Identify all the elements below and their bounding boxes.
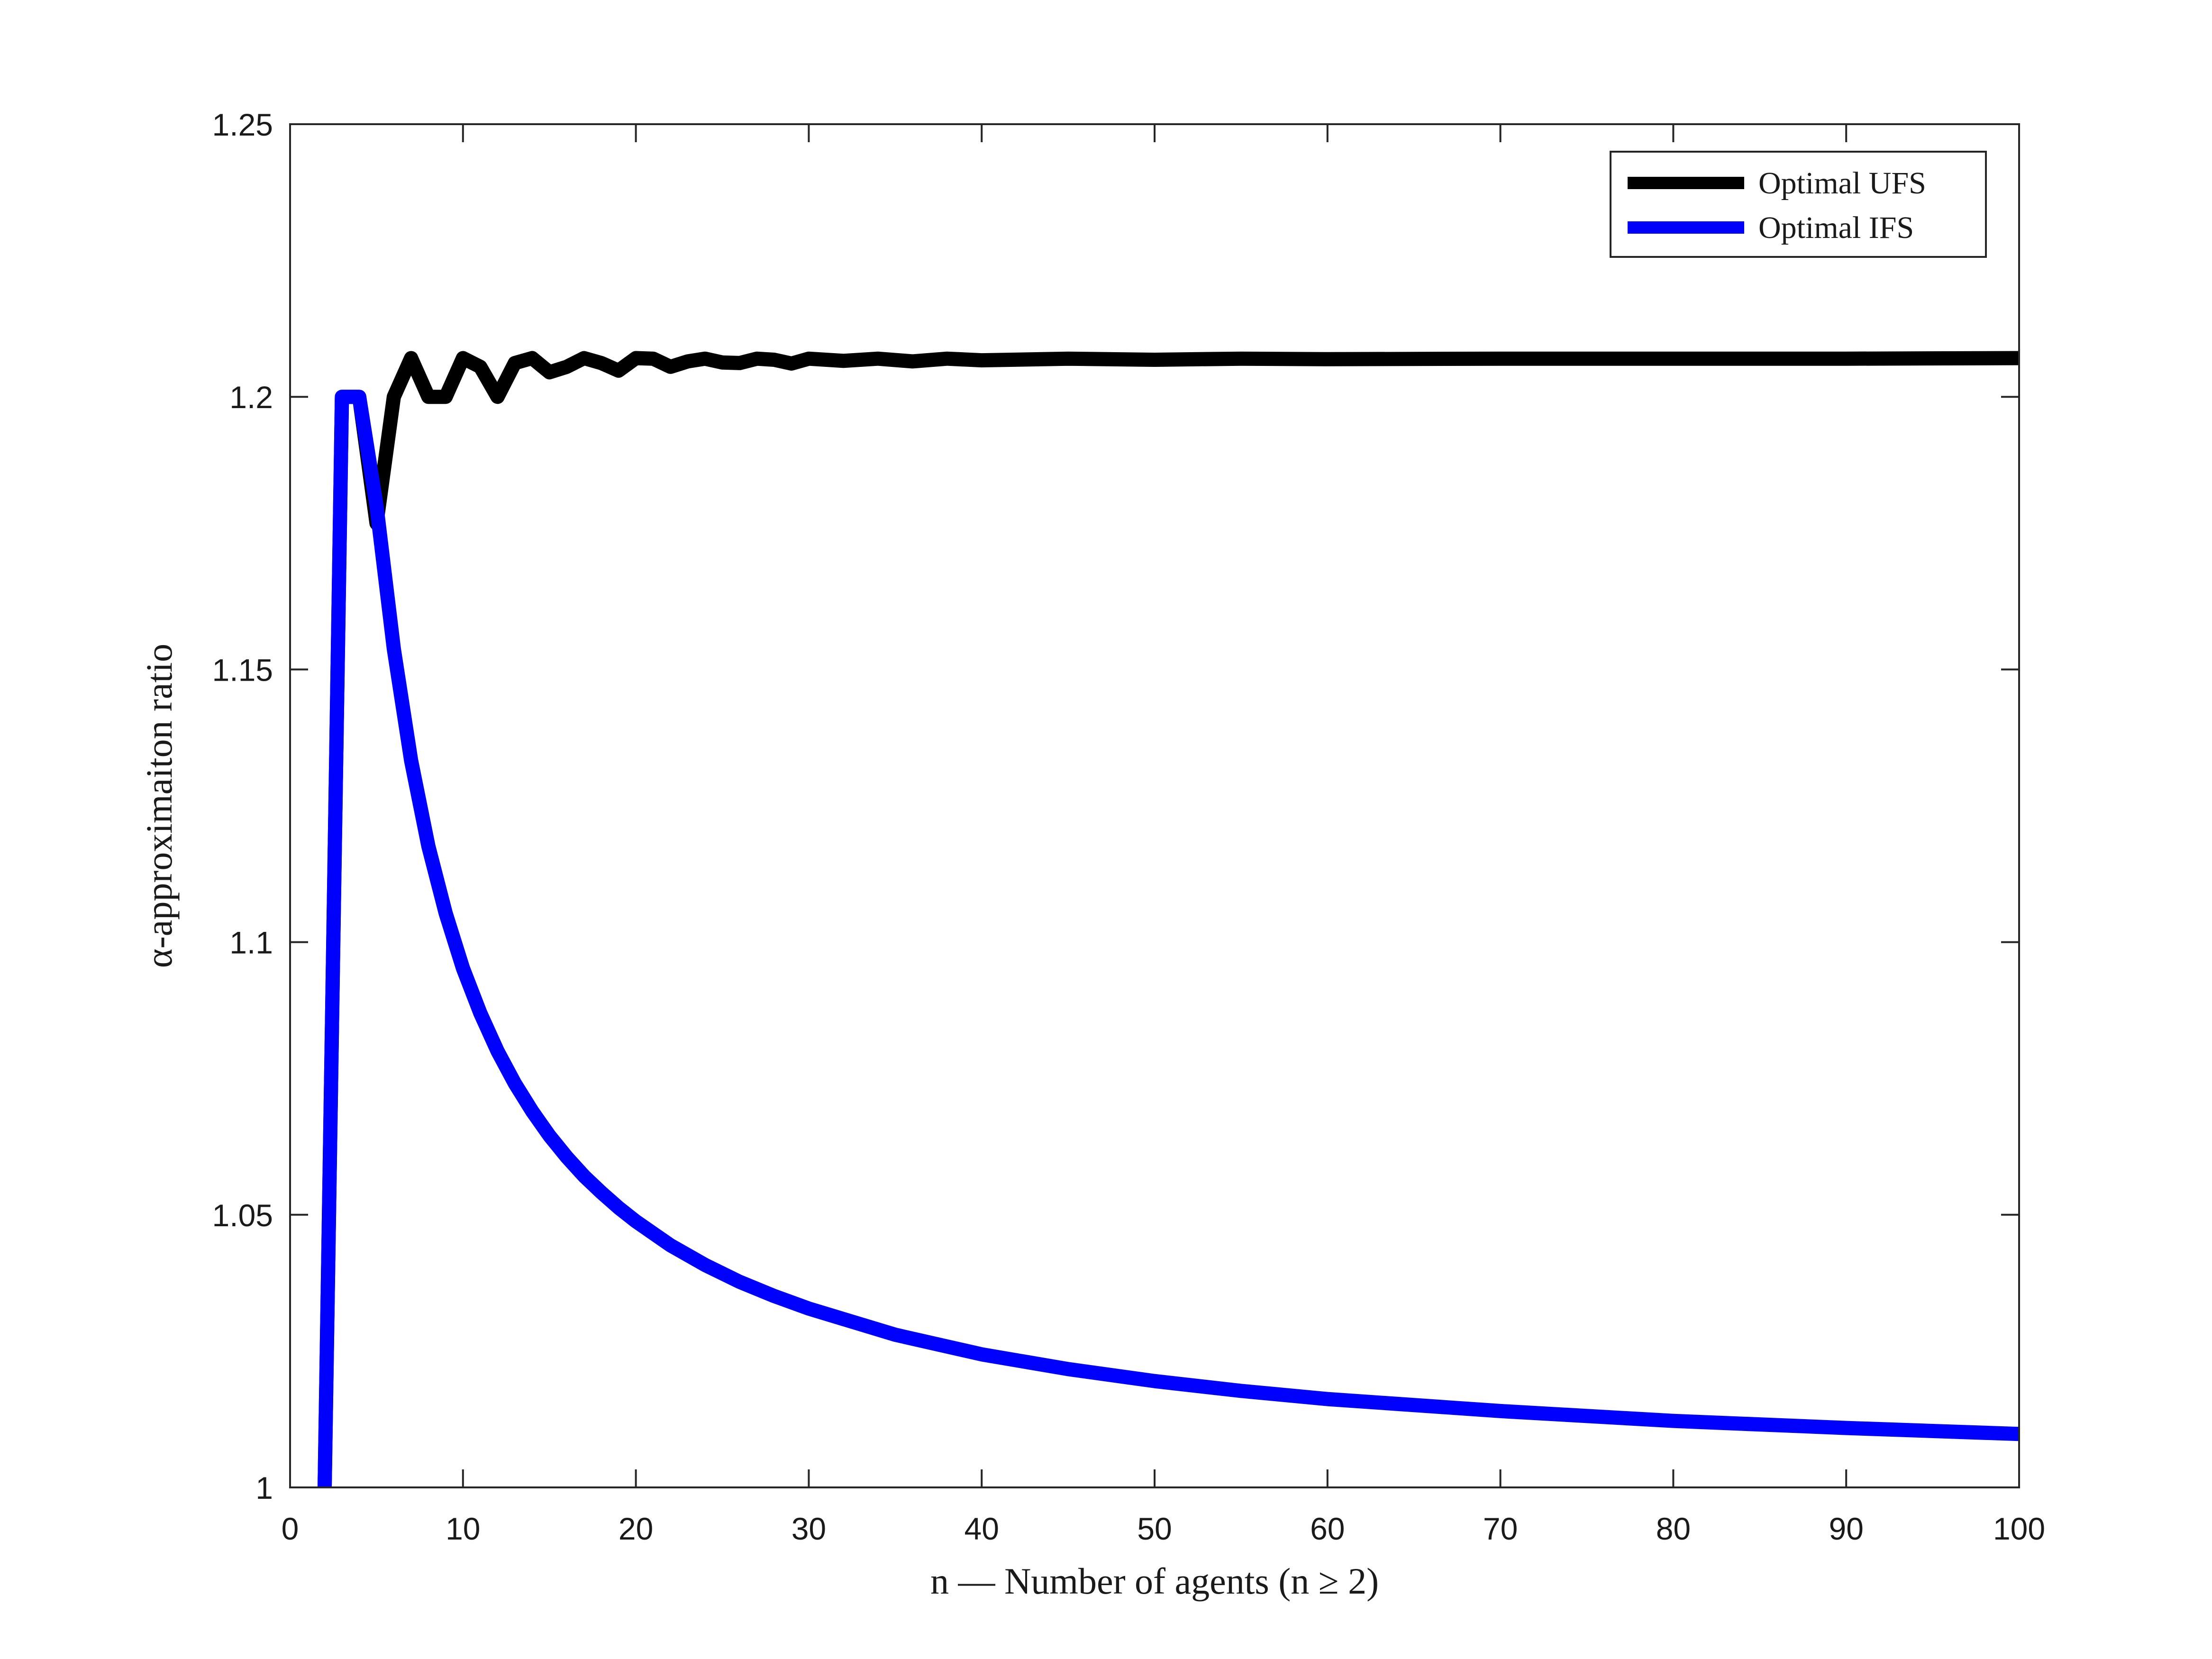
x-axis-label: n — Number of agents (n ≥ 2)	[930, 1560, 1379, 1602]
ticks-layer: 0 10 20 30 40 50 60 70 80 90 100 1 1.05 1.1 1.15 1.2 1.2…	[212, 107, 2046, 1546]
y-tick-label-1.1: 1.1	[229, 925, 273, 960]
y-tick-label-1: 1	[255, 1470, 273, 1505]
x-tick-label-80: 80	[1656, 1511, 1691, 1546]
y-tick-label-1.2: 1.2	[229, 380, 273, 415]
x-tick-label-50: 50	[1137, 1511, 1172, 1546]
legend-box	[1610, 151, 1987, 258]
y-tick-label-1.05: 1.05	[212, 1198, 273, 1233]
y-tick-label-1.15: 1.15	[212, 652, 273, 687]
legend-label-ifs: Optimal IFS	[1758, 210, 1914, 245]
x-tick-label-70: 70	[1483, 1511, 1518, 1546]
x-tick-label-0: 0	[282, 1511, 299, 1546]
x-tick-label-100: 100	[1993, 1511, 2045, 1546]
x-tick-label-20: 20	[619, 1511, 653, 1546]
x-tick-label-60: 60	[1310, 1511, 1345, 1546]
legend: Optimal UFS Optimal IFS	[1610, 151, 1987, 258]
series-line-ufs	[318, 351, 2019, 1487]
y-axis-label: α-approximaiton ratio	[138, 644, 180, 968]
x-tick-label-40: 40	[964, 1511, 999, 1546]
x-tick-label-10: 10	[446, 1511, 480, 1546]
series-line-ifs	[318, 390, 2019, 1487]
legend-label-ufs: Optimal UFS	[1758, 166, 1926, 201]
series-layer	[318, 351, 2019, 1487]
x-tick-label-30: 30	[792, 1511, 826, 1546]
y-tick-label-1.25: 1.25	[212, 107, 273, 142]
x-tick-label-90: 90	[1829, 1511, 1863, 1546]
